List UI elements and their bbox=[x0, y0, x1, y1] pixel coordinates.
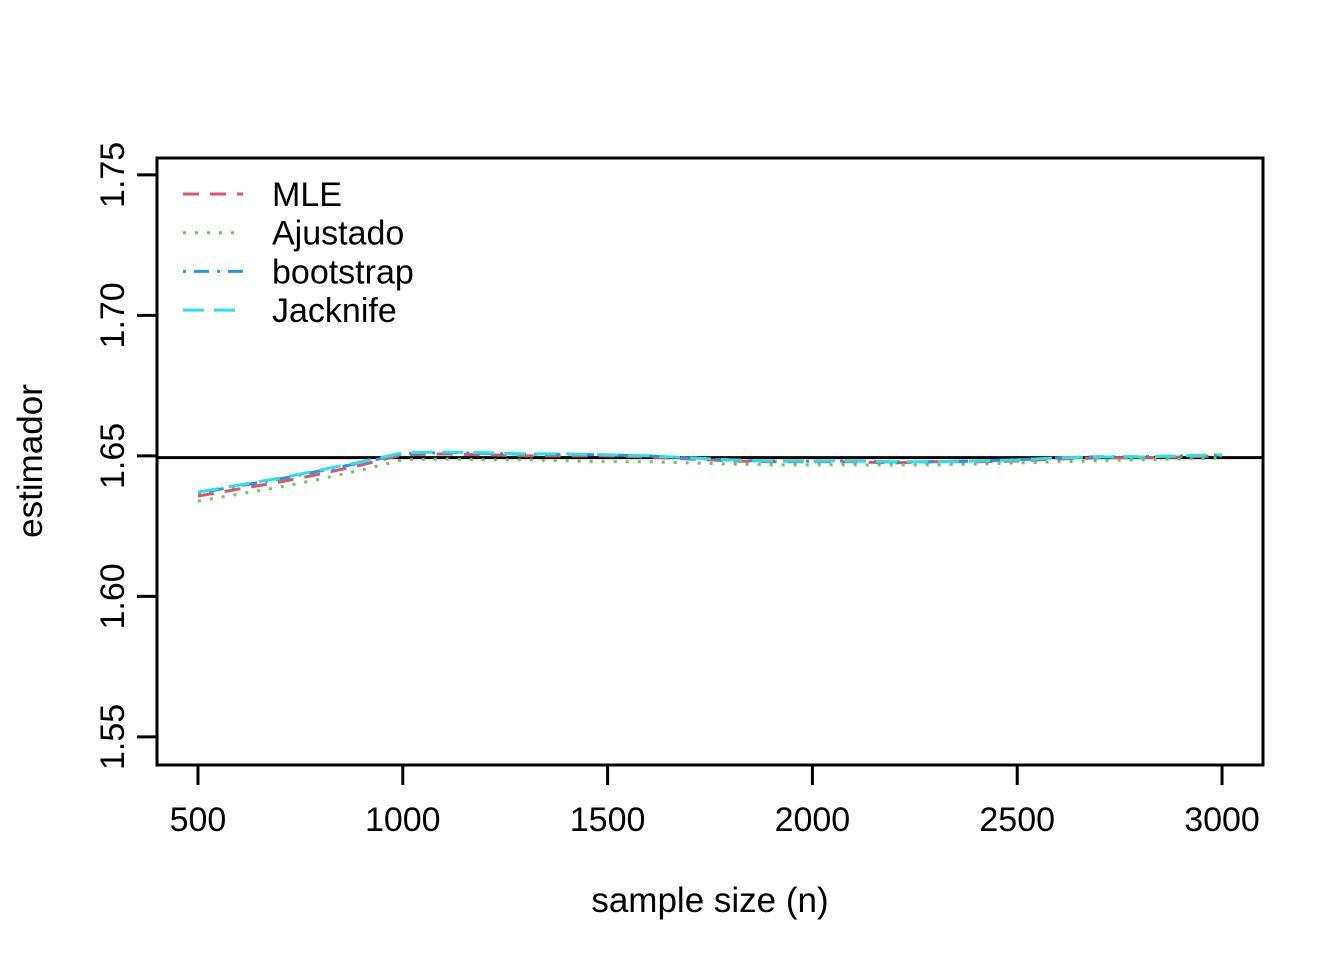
x-tick-label: 2500 bbox=[979, 801, 1055, 839]
y-axis-title: estimador bbox=[11, 384, 50, 538]
series-line-jacknife bbox=[197, 450, 1223, 494]
y-tick-label: 1.55 bbox=[94, 704, 132, 770]
legend-item-jacknife: Jacknife bbox=[183, 292, 397, 330]
legend-item-bootstrap: bootstrap bbox=[183, 253, 414, 291]
series-lines-layer bbox=[197, 450, 1223, 503]
y-tick-label: 1.60 bbox=[94, 563, 132, 629]
legend-item-mle: MLE bbox=[183, 176, 342, 214]
legend-label-bootstrap: bootstrap bbox=[272, 253, 414, 291]
x-tick-label: 3000 bbox=[1184, 801, 1260, 839]
x-tick-label: 1500 bbox=[570, 801, 646, 839]
x-axis-title: sample size (n) bbox=[591, 881, 828, 920]
legend-label-jacknife: Jacknife bbox=[272, 292, 397, 330]
x-axis: 500 1000 1500 2000 2500 3000 bbox=[170, 765, 1260, 839]
y-axis: 1.55 1.60 1.65 1.70 1.75 bbox=[94, 142, 157, 770]
legend-item-ajustado: Ajustado bbox=[183, 215, 404, 253]
x-tick-label: 500 bbox=[170, 801, 227, 839]
legend-label-mle: MLE bbox=[272, 176, 342, 214]
plot-border bbox=[155, 156, 1265, 767]
y-tick-label: 1.65 bbox=[94, 423, 132, 489]
legend-label-ajustado: Ajustado bbox=[272, 215, 404, 253]
y-tick-label: 1.75 bbox=[94, 142, 132, 208]
series-line-ajustado bbox=[197, 456, 1223, 503]
x-tick-label: 1000 bbox=[365, 801, 441, 839]
x-tick-label: 2000 bbox=[775, 801, 851, 839]
y-tick-label: 1.70 bbox=[94, 282, 132, 348]
